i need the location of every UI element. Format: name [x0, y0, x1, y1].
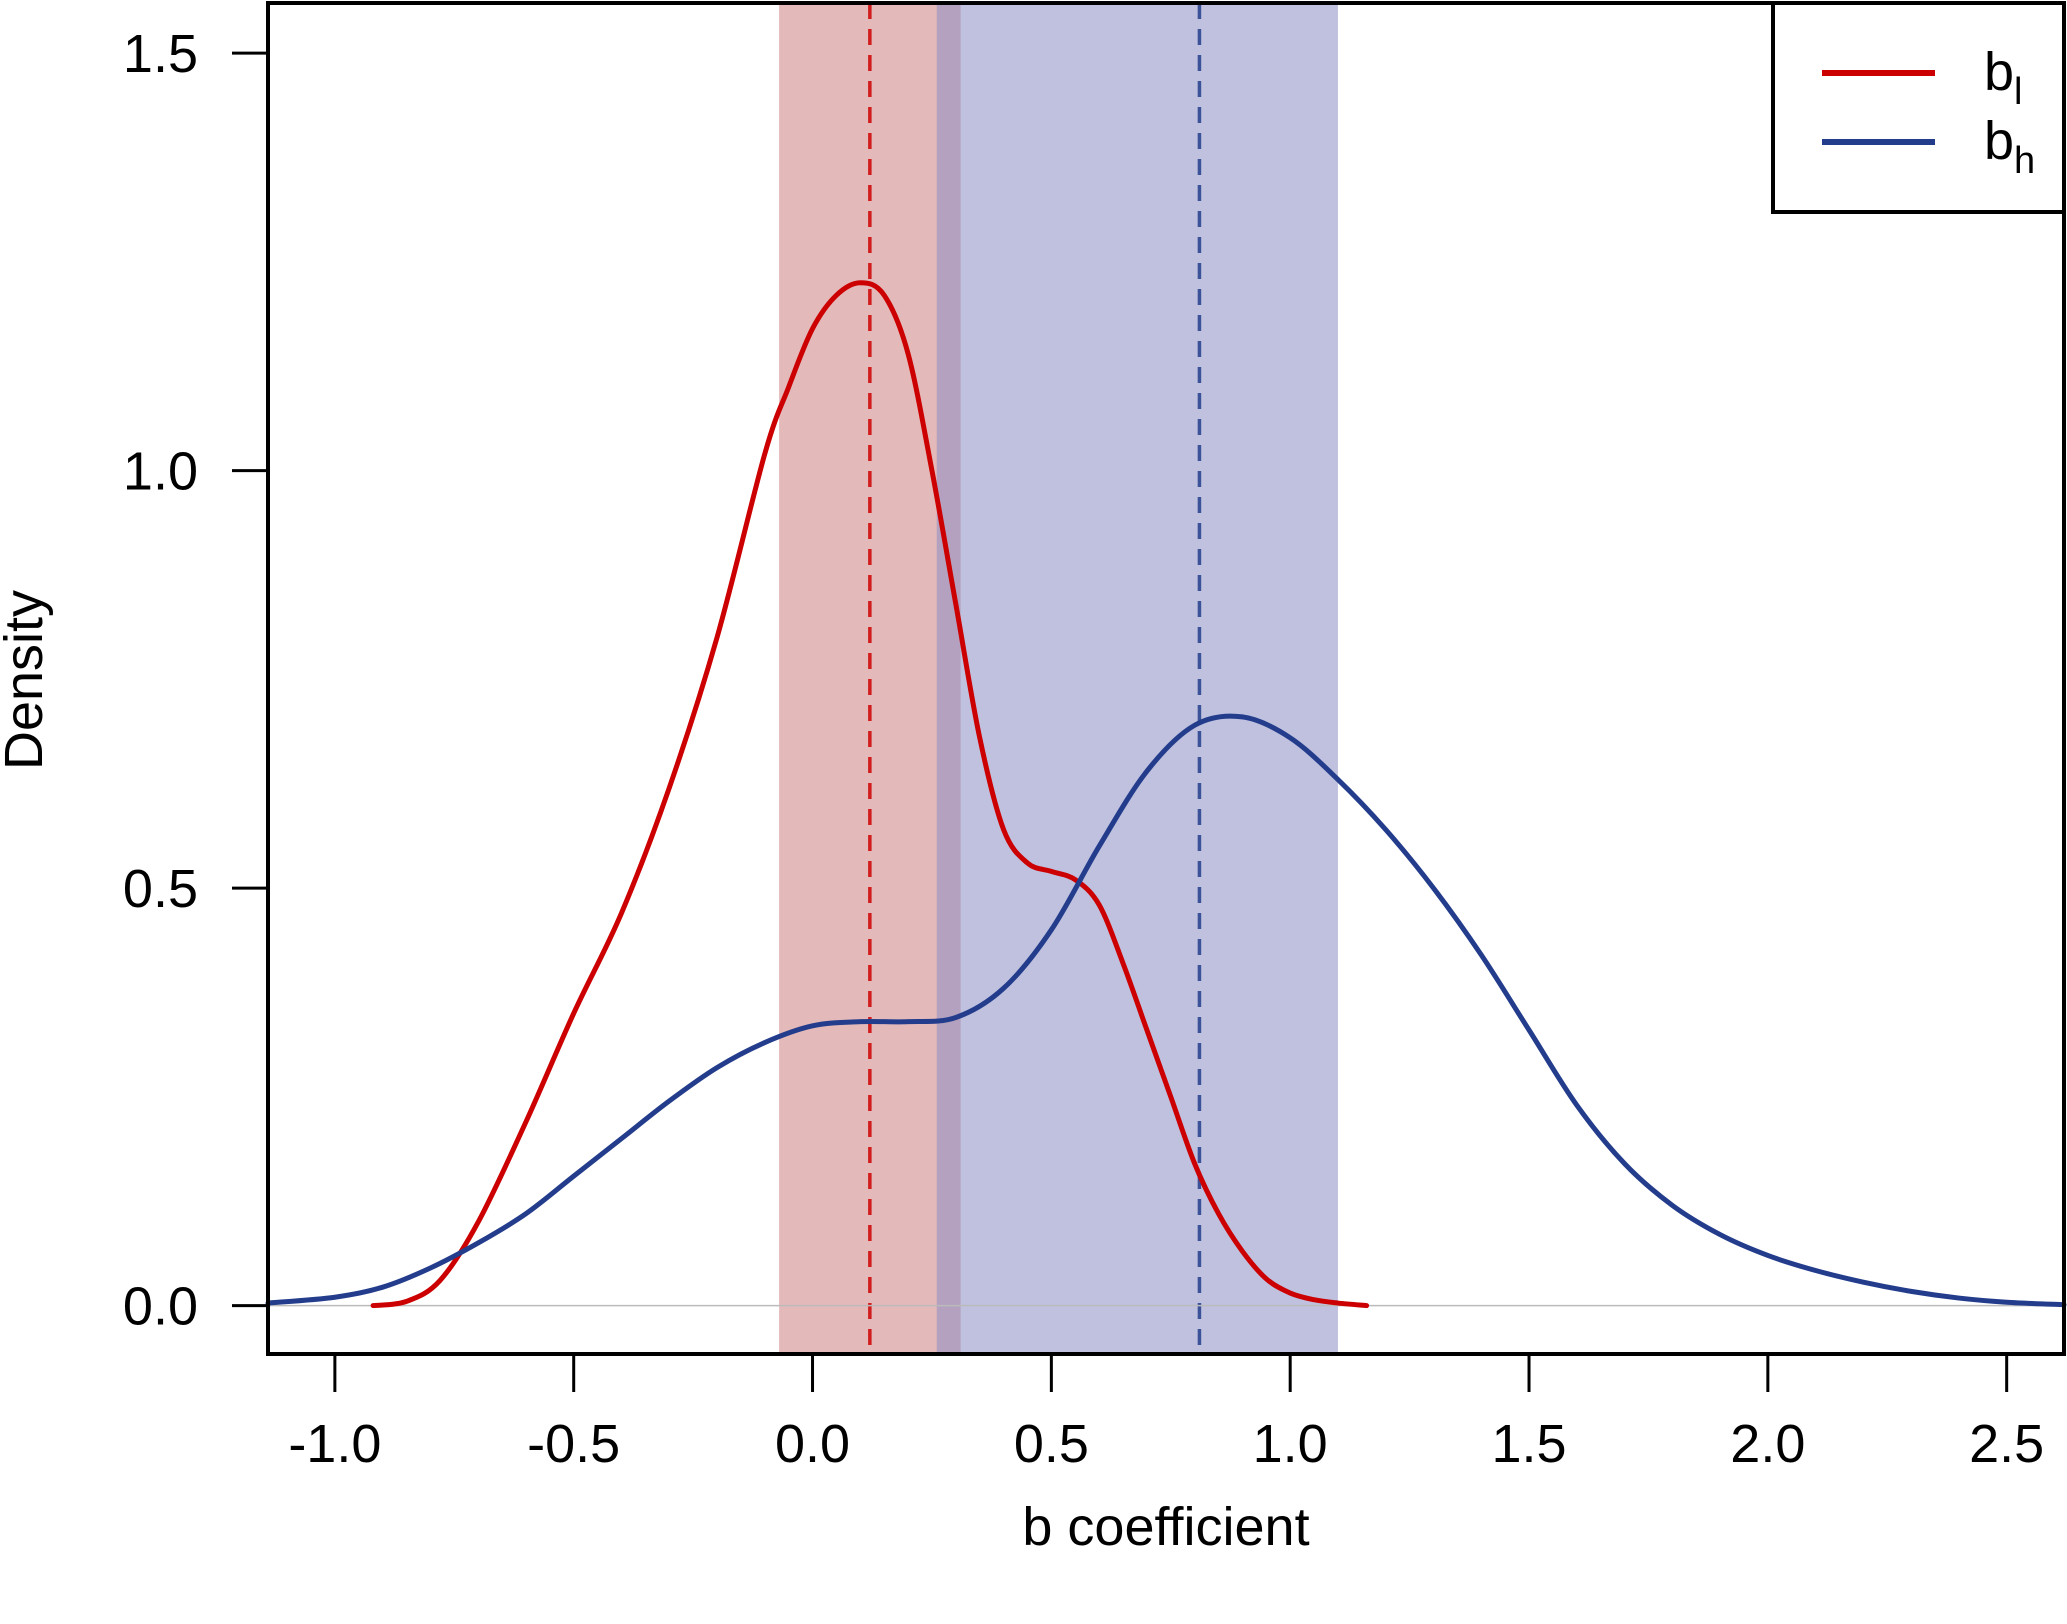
y-axis: 0.0 0.5 1.0 1.5	[123, 24, 270, 1337]
y-tick-label: 1.0	[123, 442, 198, 502]
x-tick-label: 0.5	[1014, 1414, 1089, 1474]
density-curves	[265, 280, 2067, 1309]
density-curve-bl	[370, 280, 1370, 1309]
interval-bands	[779, 3, 1338, 1354]
legend: bl bh	[1771, 1, 2066, 214]
legend-label-bl: bl	[1984, 42, 2023, 113]
x-tick-label: -0.5	[527, 1414, 620, 1474]
x-tick-label: 1.5	[1491, 1414, 1566, 1474]
y-tick-label: 0.5	[123, 859, 198, 919]
x-tick-label: 0.0	[775, 1414, 850, 1474]
x-tick-label: 2.5	[1969, 1414, 2044, 1474]
legend-label-bh: bh	[1984, 111, 2035, 182]
y-tick-label: 1.5	[123, 24, 198, 84]
x-axis: -1.0 -0.5 0.0 0.5 1.0 1.5 2.0 2.5	[288, 1352, 2044, 1474]
mean-lines	[868, 3, 1202, 1354]
legend-box	[1771, 1, 2066, 214]
y-axis-title: Density	[0, 590, 54, 770]
x-axis-title: b coefficient	[1022, 1497, 1309, 1557]
x-tick-label: -1.0	[288, 1414, 381, 1474]
interval-band-bh	[936, 3, 1338, 1354]
x-tick-label: 1.0	[1253, 1414, 1328, 1474]
y-tick-label: 0.0	[123, 1277, 198, 1337]
density-curve-bh	[265, 713, 2067, 1308]
x-tick-label: 2.0	[1730, 1414, 1805, 1474]
